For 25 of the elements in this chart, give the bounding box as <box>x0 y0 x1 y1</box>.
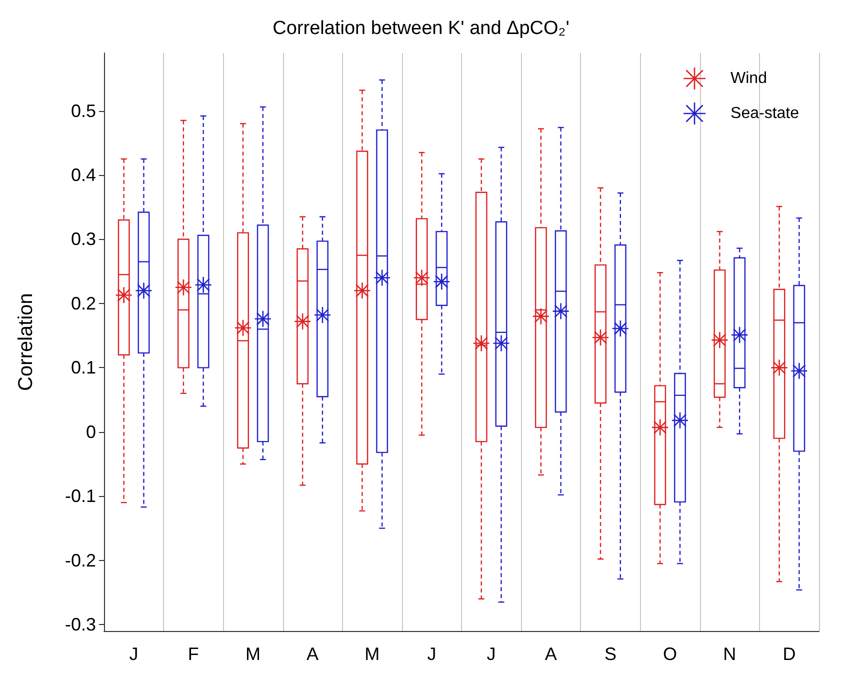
x-tick-label: F <box>188 644 199 664</box>
y-tick-label: 0.1 <box>70 358 96 378</box>
x-tick-label: D <box>782 644 796 664</box>
x-tick-label: M <box>245 644 260 664</box>
x-tick-label: J <box>427 644 436 664</box>
y-tick-label: -0.2 <box>64 550 96 570</box>
y-tick-label: 0.2 <box>70 293 96 314</box>
x-tick-label: S <box>604 644 616 664</box>
y-tick-label: 0.5 <box>70 100 96 121</box>
x-tick-label: M <box>364 644 380 664</box>
x-tick-label: J <box>486 644 496 664</box>
x-tick-label: A <box>306 644 319 664</box>
y-tick-label: 0.4 <box>70 165 96 186</box>
x-tick-label: J <box>129 644 138 664</box>
x-tick-label: O <box>663 644 678 664</box>
x-tick-label: N <box>723 644 736 664</box>
chart-title: Correlation between K' and ΔpCO₂' <box>272 18 570 39</box>
y-tick-label: 0 <box>86 422 96 442</box>
x-tick-label: A <box>544 644 557 664</box>
y-tick-label: -0.3 <box>64 614 96 635</box>
legend-label: Sea-state <box>730 105 800 122</box>
y-axis-title: Correlation <box>15 293 37 391</box>
y-tick-label: -0.1 <box>64 486 96 506</box>
legend-label: Wind <box>730 70 767 87</box>
y-tick-label: 0.3 <box>70 229 96 250</box>
